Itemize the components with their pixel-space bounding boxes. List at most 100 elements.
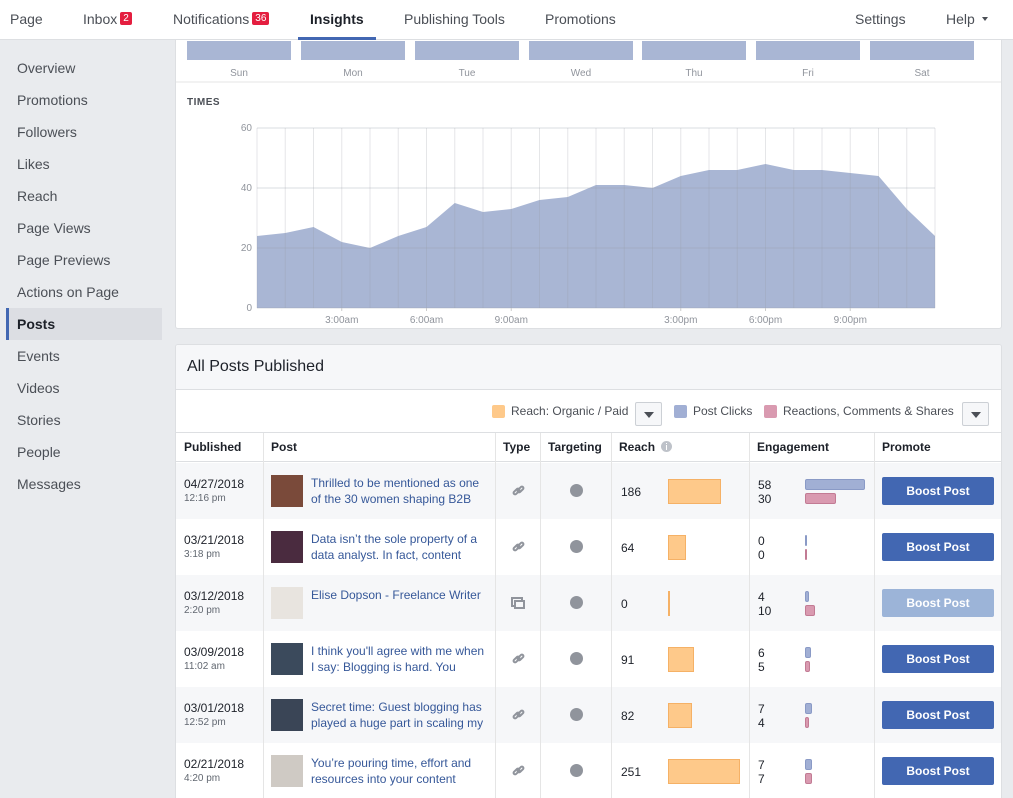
boost-button[interactable]: Boost Post [882, 533, 994, 561]
time: 12:52 pm [184, 717, 226, 728]
clicks-bar [805, 759, 813, 770]
clicks-value: 4 [758, 590, 765, 604]
post-thumbnail [271, 475, 303, 507]
link-part [515, 540, 526, 551]
nav-tab[interactable]: Promotions [545, 0, 616, 40]
type-icon [511, 652, 526, 666]
date: 03/21/2018 [184, 533, 245, 547]
time: 3:18 pm [184, 549, 221, 560]
y-tick-label: 20 [241, 243, 253, 254]
column-header: Reach [619, 440, 656, 454]
boost-button[interactable]: Boost Post [882, 645, 994, 673]
x-tick-label: 9:00pm [834, 315, 867, 326]
sidebar-item[interactable]: People [6, 436, 162, 468]
nav-tab[interactable]: Notifications 36 [173, 0, 270, 40]
sidebar-label: Page Previews [17, 252, 111, 268]
nav-tab-label: Page [10, 11, 43, 27]
sidebar-item[interactable]: Page Views [6, 212, 162, 244]
sidebar-item[interactable]: Actions on Page [6, 276, 162, 308]
day-label: Sun [230, 68, 248, 79]
dropdown-button[interactable] [635, 402, 662, 426]
sidebar-item[interactable]: Likes [6, 148, 162, 180]
nav-tab-label: Inbox [83, 11, 118, 27]
reactions-bar [805, 661, 811, 672]
y-tick-label: 60 [241, 123, 253, 134]
day-label: Tue [459, 68, 476, 79]
reactions-value: 5 [758, 660, 765, 674]
nav-tab[interactable]: Insights [310, 0, 364, 40]
post-text[interactable]: Elise Dopson - Freelance Writer [311, 588, 481, 602]
post-text[interactable]: Data isn’t the sole property of a data a… [311, 532, 478, 562]
post-thumbnail [271, 643, 303, 675]
nav-tab[interactable]: Inbox 2 [83, 0, 132, 40]
nav-caret [982, 17, 988, 21]
day-label: Wed [571, 68, 591, 79]
post-text[interactable]: Secret time: Guest blogging has played a… [311, 700, 484, 730]
chart-title: TIMES [187, 97, 220, 108]
sidebar-item[interactable]: Reach [6, 180, 162, 212]
sidebar-label: Videos [17, 380, 60, 396]
post-text[interactable]: Thrilled to be mentioned as one of the 3… [311, 476, 480, 506]
reactions-bar [805, 493, 837, 504]
sidebar-label: Likes [17, 156, 50, 172]
column-divider [749, 433, 750, 798]
reach-value: 91 [621, 653, 635, 667]
dropdown-button[interactable] [962, 402, 989, 426]
reach-value: 0 [621, 597, 628, 611]
table-row: 03/09/2018 11:02 am I think you'll agree w… [176, 631, 1001, 687]
sidebar-label: Followers [17, 124, 77, 140]
table-row: 03/01/2018 12:52 pm Secret time: Guest blo… [176, 687, 1001, 743]
legend-swatch [764, 405, 777, 418]
reactions-bar [805, 605, 816, 616]
sidebar-item[interactable]: Videos [6, 372, 162, 404]
link-part [515, 484, 526, 495]
nav-tab-label: Notifications [173, 11, 250, 27]
nav-right-item[interactable]: Settings [855, 11, 906, 27]
sidebar-item[interactable]: Events [6, 340, 162, 372]
sidebar-item[interactable]: Stories [6, 404, 162, 436]
nav-tab[interactable]: Publishing Tools [404, 0, 505, 40]
post-text[interactable]: I think you'll agree with me when I say:… [311, 644, 485, 674]
date: 03/12/2018 [184, 589, 245, 603]
day-label: Mon [343, 68, 362, 79]
nav-tab-label: Publishing Tools [404, 11, 505, 27]
table-header-bg [176, 432, 1001, 462]
boost-button[interactable]: Boost Post [882, 757, 994, 785]
sidebar-label: Stories [17, 412, 61, 428]
column-divider [874, 433, 875, 798]
boost-button[interactable]: Boost Post [882, 701, 994, 729]
reach-bar [668, 535, 687, 560]
sidebar-label: Overview [17, 60, 76, 76]
nav-tab[interactable]: Page [10, 0, 43, 40]
reach-value: 251 [621, 765, 642, 779]
sidebar-item[interactable]: Posts [6, 308, 162, 340]
nav-tab-label: Insights [310, 11, 364, 27]
top-nav: Page Inbox 2 Notifications 36 Insights Publish… [0, 0, 1013, 40]
date: 03/01/2018 [184, 701, 245, 715]
targeting-globe [570, 764, 583, 777]
reach-bar [668, 479, 722, 504]
reach-value: 186 [621, 485, 642, 499]
table-row: 02/21/2018 4:20 pm You’re pouring time, ef… [176, 743, 1001, 798]
sidebar-item[interactable]: Page Previews [6, 244, 162, 276]
reactions-value: 30 [758, 492, 772, 506]
boost-button[interactable]: Boost Post [882, 477, 994, 505]
reactions-value: 4 [758, 716, 765, 730]
date: 03/09/2018 [184, 645, 245, 659]
clicks-bar [805, 703, 813, 714]
link-part [515, 764, 526, 775]
nav-right-item[interactable]: Help [946, 11, 975, 27]
post-thumbnail [271, 699, 303, 731]
sidebar-item[interactable]: Overview [6, 52, 162, 84]
dropdown-caret [644, 412, 654, 418]
sidebar-label: Page Views [17, 220, 91, 236]
sidebar-item[interactable]: Promotions [6, 84, 162, 116]
sidebar-item[interactable]: Messages [6, 468, 162, 500]
post-text[interactable]: You’re pouring time, effort and resource… [311, 756, 472, 786]
sidebar-item[interactable]: Followers [6, 116, 162, 148]
sidebar-label: Promotions [17, 92, 88, 108]
column-header: Engagement [757, 440, 830, 454]
legend-label: Reach: Organic / Paid [511, 404, 629, 418]
sidebar-label: Posts [17, 316, 56, 332]
targeting-globe [570, 596, 583, 609]
